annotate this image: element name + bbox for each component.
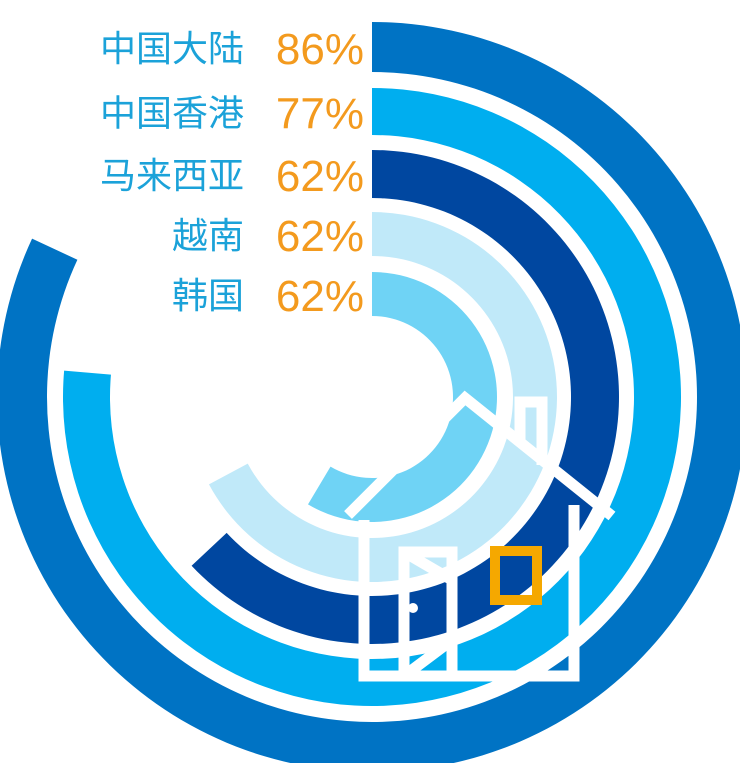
category-label: 中国大陆 bbox=[100, 29, 244, 70]
bar-2 bbox=[191, 150, 620, 644]
category-label: 中国香港 bbox=[100, 94, 244, 135]
category-label: 越南 bbox=[172, 216, 244, 257]
window-icon bbox=[490, 546, 542, 605]
value-label: 62% bbox=[276, 272, 364, 321]
value-label: 62% bbox=[276, 212, 364, 261]
category-label: 马来西亚 bbox=[100, 156, 244, 197]
house-icon bbox=[344, 390, 616, 682]
category-label: 韩国 bbox=[172, 276, 244, 317]
bar-3 bbox=[208, 212, 557, 583]
door-knob bbox=[408, 603, 418, 613]
value-label: 86% bbox=[276, 25, 364, 74]
value-label: 77% bbox=[276, 90, 364, 139]
bar-4 bbox=[307, 272, 497, 522]
value-label: 62% bbox=[276, 152, 364, 201]
